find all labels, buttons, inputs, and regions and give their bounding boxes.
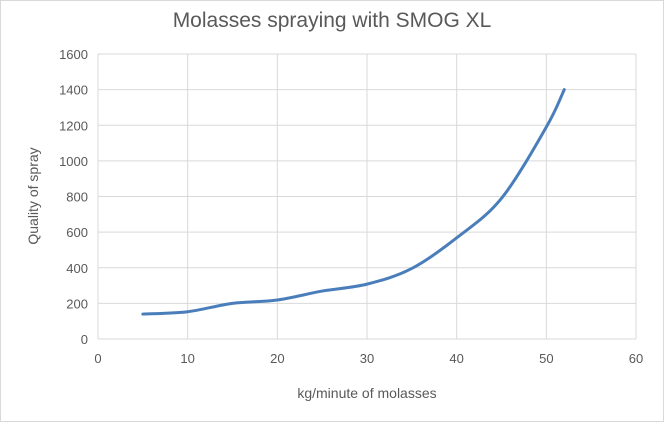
series-line [141, 88, 566, 316]
y-tick-label: 1400 [59, 83, 88, 98]
y-tick-label: 1200 [59, 118, 88, 133]
x-tick-label: 30 [360, 351, 374, 366]
y-tick-label: 800 [66, 190, 88, 205]
y-tick-label: 1000 [59, 154, 88, 169]
x-tick-label: 40 [449, 351, 463, 366]
gridlines [97, 53, 637, 340]
y-tick-label: 600 [66, 225, 88, 240]
x-axis-label: kg/minute of molasses [297, 385, 436, 401]
x-tick-label: 60 [629, 351, 643, 366]
y-tick-label: 200 [66, 296, 88, 311]
chart-title: Molasses spraying with SMOG XL [173, 9, 492, 32]
y-tick-label: 0 [81, 332, 88, 347]
tick-labels: 0 200 400 600 800 1000 1200 1400 1600 0 10 20 30 40 50… [59, 47, 643, 366]
x-tick-label: 0 [94, 351, 101, 366]
y-axis-label: Quality of spray [25, 147, 41, 244]
x-tick-label: 50 [539, 351, 553, 366]
x-tick-label: 20 [270, 351, 284, 366]
x-tick-label: 10 [180, 351, 194, 366]
y-tick-label: 400 [66, 261, 88, 276]
y-tick-label: 1600 [59, 47, 88, 62]
